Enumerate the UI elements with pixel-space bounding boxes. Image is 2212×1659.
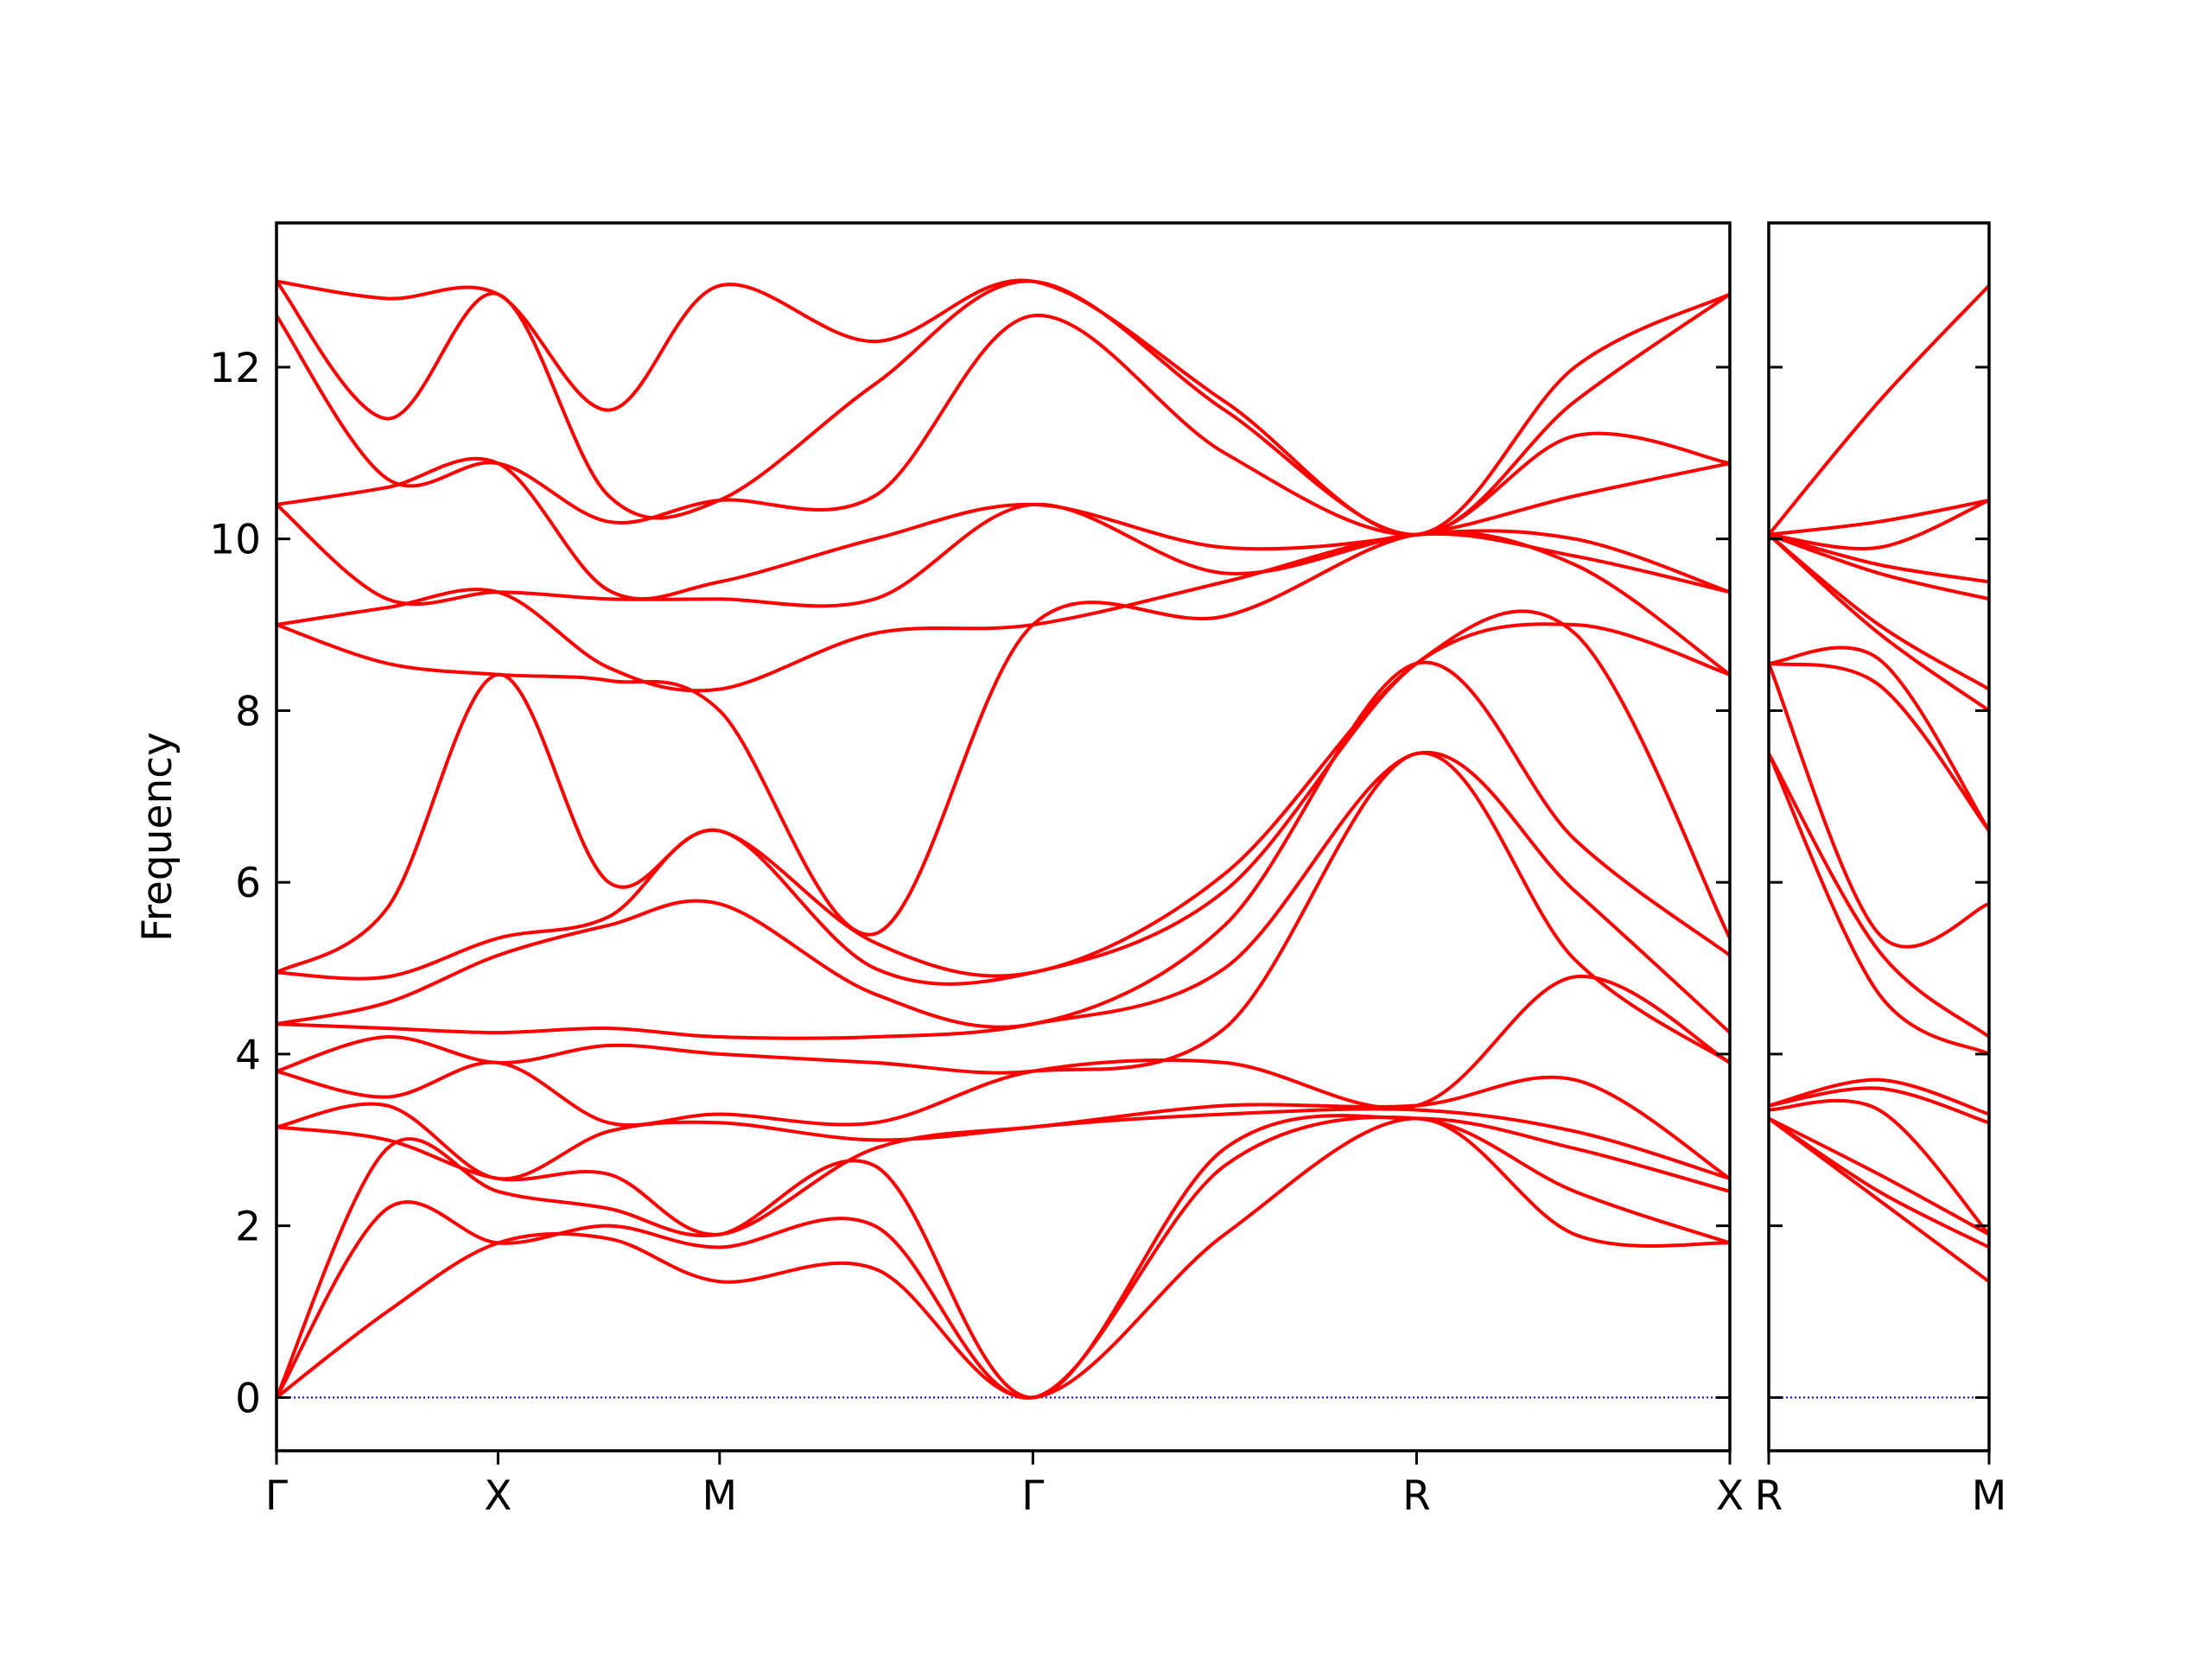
band bbox=[276, 1114, 1730, 1400]
band bbox=[1769, 1116, 1989, 1236]
band bbox=[1769, 499, 1989, 537]
band bbox=[1769, 663, 1989, 949]
y-tick-label: 10 bbox=[209, 517, 261, 564]
band bbox=[1769, 1116, 1989, 1249]
band bbox=[276, 278, 1730, 537]
band bbox=[1769, 645, 1989, 832]
band bbox=[276, 502, 1730, 608]
band bbox=[276, 1075, 1730, 1181]
y-tick-label: 0 bbox=[235, 1375, 261, 1422]
y-tick-label: 12 bbox=[209, 345, 261, 392]
band bbox=[276, 751, 1730, 1075]
band bbox=[1769, 661, 1989, 832]
band bbox=[276, 622, 1730, 978]
x-tick-label: M bbox=[702, 1472, 738, 1520]
x-tick-label: Γ bbox=[1021, 1472, 1044, 1520]
band bbox=[1769, 532, 1989, 584]
band bbox=[1769, 753, 1989, 1039]
band bbox=[1769, 532, 1989, 601]
band bbox=[276, 750, 1730, 1040]
band bbox=[276, 279, 1730, 537]
y-tick-label: 2 bbox=[235, 1204, 261, 1251]
plot-frame bbox=[275, 221, 1732, 1452]
x-tick-label: X bbox=[484, 1472, 512, 1520]
band bbox=[276, 975, 1730, 1128]
x-tick-label: M bbox=[1972, 1472, 2007, 1520]
band bbox=[1769, 284, 1989, 536]
band bbox=[1769, 499, 1989, 550]
y-tick-label: 6 bbox=[235, 860, 261, 907]
band bbox=[1769, 1098, 1989, 1236]
y-tick-label: 8 bbox=[235, 688, 261, 735]
band bbox=[1769, 1086, 1989, 1125]
x-tick-label: R bbox=[1402, 1472, 1431, 1520]
band bbox=[276, 1116, 1730, 1400]
band bbox=[276, 456, 1730, 601]
band bbox=[1769, 753, 1989, 1056]
band bbox=[276, 1107, 1730, 1236]
band bbox=[276, 609, 1730, 986]
y-axis-label: Frequency bbox=[134, 732, 181, 942]
band bbox=[1769, 533, 1989, 691]
x-tick-label: R bbox=[1755, 1472, 1783, 1520]
band bbox=[276, 531, 1730, 693]
band bbox=[276, 1116, 1730, 1400]
band bbox=[276, 314, 1730, 537]
y-tick-label: 4 bbox=[235, 1032, 261, 1079]
band bbox=[276, 660, 1730, 1029]
plot-frame bbox=[1767, 221, 1991, 1452]
x-tick-label: Γ bbox=[265, 1472, 288, 1520]
band bbox=[1769, 1077, 1989, 1116]
x-tick-label: X bbox=[1716, 1472, 1744, 1520]
